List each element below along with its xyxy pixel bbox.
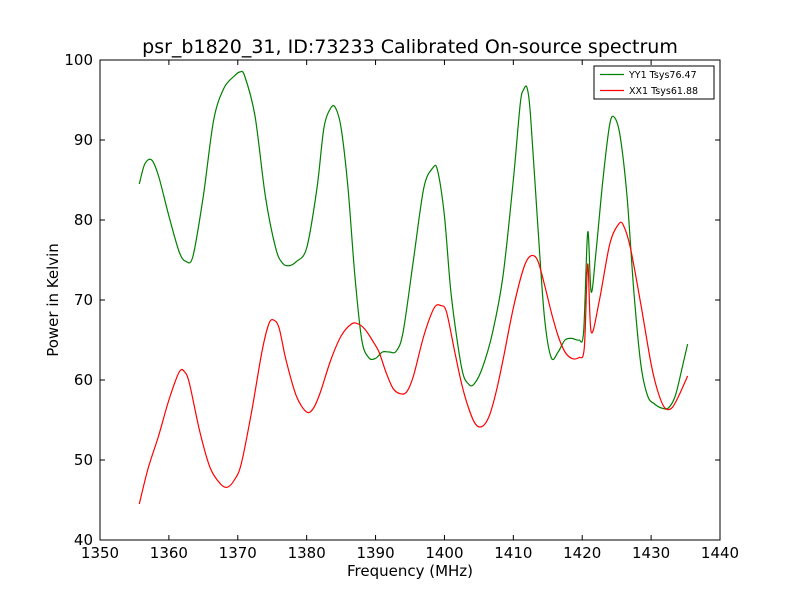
x-tick-label: 1390	[356, 544, 394, 562]
x-tick-label: 1420	[563, 544, 601, 562]
y-tick-label: 60	[74, 371, 93, 389]
legend-label-xx1: XX1 Tsys61.88	[629, 86, 698, 97]
y-tick-label: 90	[74, 131, 93, 149]
x-tick-label: 1380	[288, 544, 326, 562]
legend-label-yy1: YY1 Tsys76.47	[628, 70, 697, 81]
plot-area	[99, 59, 721, 541]
y-tick-label: 70	[74, 291, 93, 309]
y-tick-label: 50	[74, 451, 93, 469]
x-tick-label: 1410	[494, 544, 532, 562]
x-axis-label: Frequency (MHz)	[347, 562, 473, 580]
x-tick-label: 1430	[632, 544, 670, 562]
y-tick-label: 40	[74, 531, 93, 549]
y-tick-label: 80	[74, 211, 93, 229]
series-layer	[138, 70, 689, 505]
chart-title: psr_b1820_31, ID:73233 Calibrated On-sou…	[142, 36, 678, 58]
ticks-layer: 1350 1360 1370 1380 1390 1400 1410 1420 1430 1440…	[64, 51, 739, 562]
y-axis-label: Power in Kelvin	[44, 243, 62, 357]
x-tick-label: 1400	[425, 544, 463, 562]
y-tick-label: 100	[64, 51, 93, 69]
legend: YY1 Tsys76.47 XX1 Tsys61.88	[593, 65, 715, 100]
series-line-xx1	[138, 221, 689, 505]
x-tick-label: 1350	[81, 544, 119, 562]
x-tick-label: 1370	[219, 544, 257, 562]
x-tick-label: 1440	[701, 544, 739, 562]
series-line-yy1	[138, 70, 689, 410]
x-tick-label: 1360	[150, 544, 188, 562]
legend-box	[593, 65, 715, 100]
